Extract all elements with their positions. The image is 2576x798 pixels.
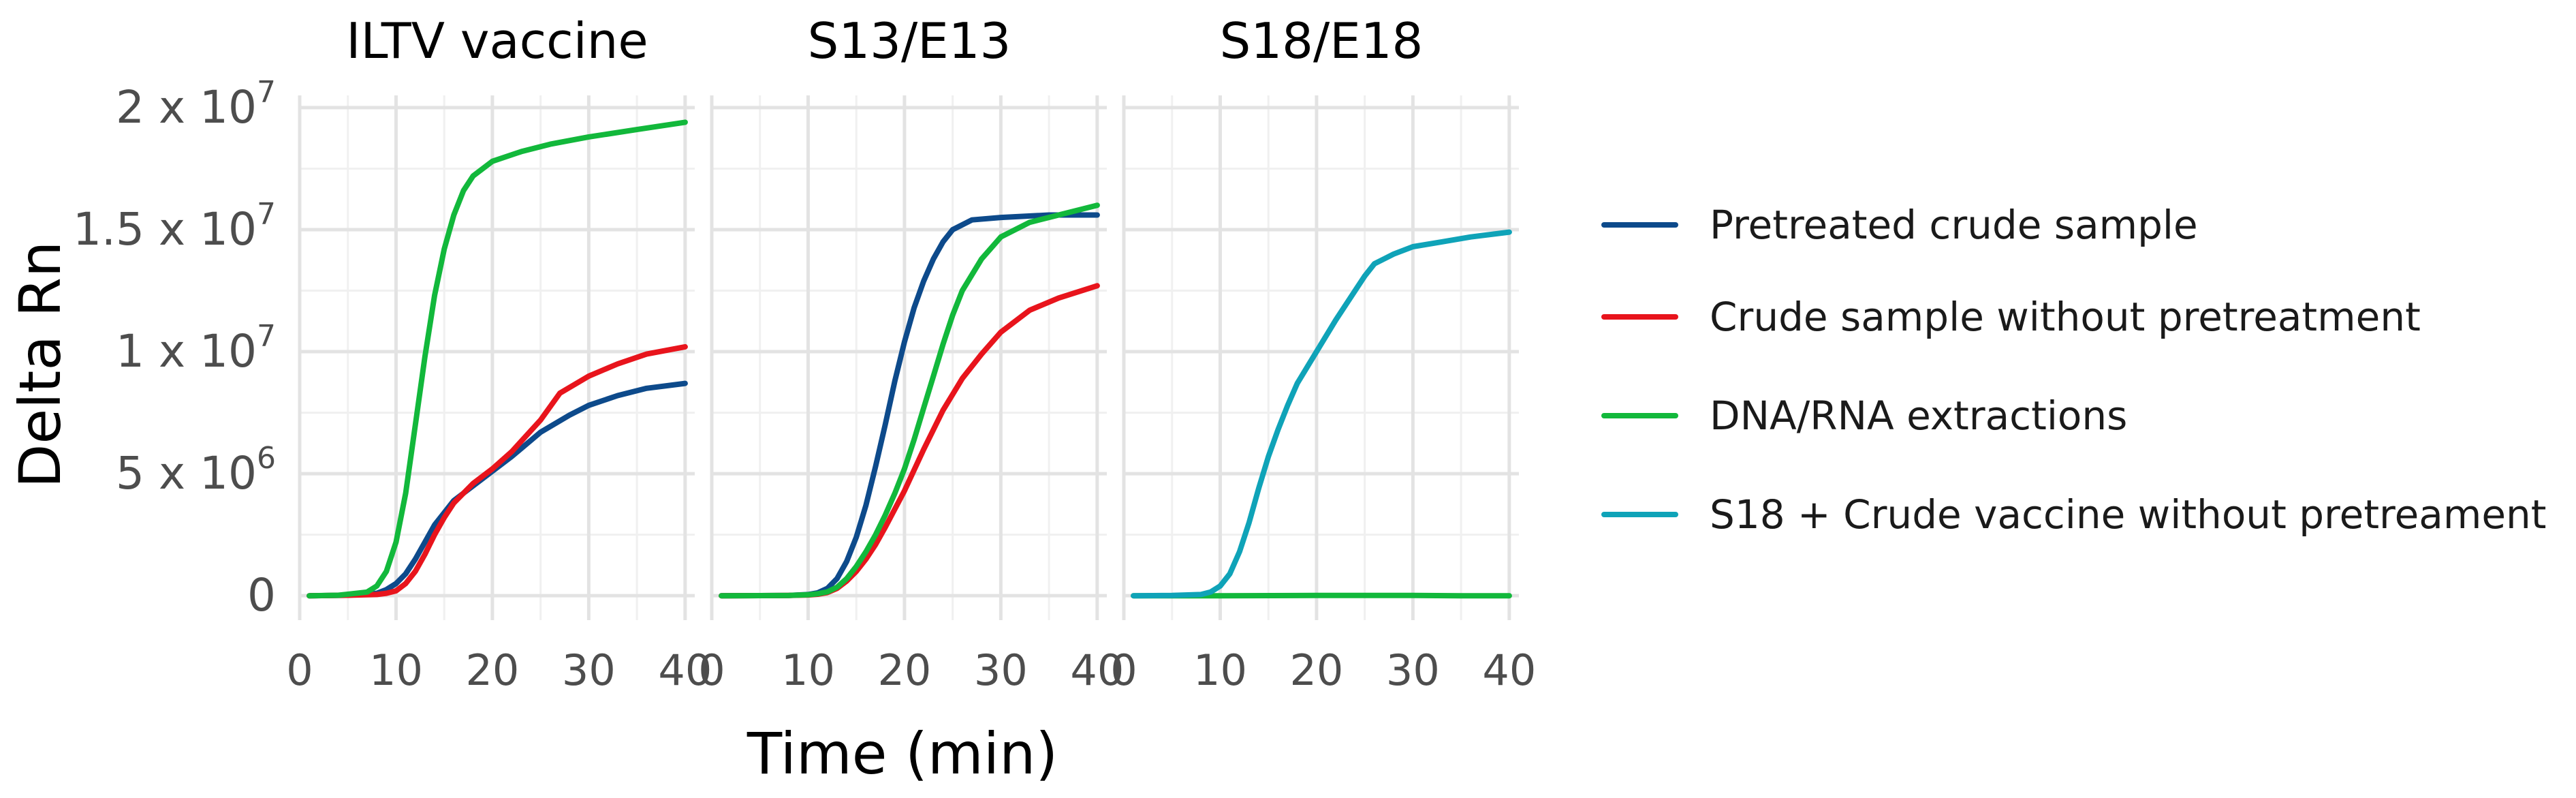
panel-2: S18/E18 0 10 20 30 40 [1110,12,1536,695]
panel-1: S13/E13 0 10 20 30 40 [698,12,1124,695]
series-line-crude [307,343,688,599]
legend-label-crude: Crude sample without pretreatment [1710,294,2421,340]
panel-title: ILTV vaccine [346,12,648,70]
series-line-extraction [719,202,1100,599]
x-tick-label: 20 [1289,645,1343,695]
x-tick-label: 10 [369,645,423,695]
series-line-s18crude [1131,229,1512,599]
legend-label-extraction: DNA/RNA extractions [1710,393,2127,439]
legend-label-s18crude: S18 + Crude vaccine without pretreament [1710,491,2547,538]
x-tick-label: 40 [1070,645,1124,695]
legend: Pretreated crude sample Crude sample with… [1601,202,2547,538]
x-tick-label: 0 [1110,645,1137,695]
x-tick-label: 20 [465,645,519,695]
x-tick-label: 0 [698,645,725,695]
x-tick-label: 30 [562,645,616,695]
x-tick-label: 40 [1482,645,1536,695]
y-tick-label: 1 x 107 [116,319,276,378]
y-tick-label: 1.5 x 107 [73,197,276,256]
panel-title: S18/E18 [1220,12,1424,70]
x-tick-label: 20 [877,645,931,695]
x-tick-label: 10 [1193,645,1247,695]
x-tick-label: 10 [781,645,835,695]
y-tick-label: 2 x 107 [116,75,276,134]
x-tick-label: 40 [658,645,712,695]
y-tick-label: 5 x 106 [116,441,276,500]
x-tick-label: 30 [974,645,1028,695]
y-tick-label: 0 [247,569,276,621]
y-axis: 0 5 x 106 1 x 107 1.5 x 107 2 x 107 [73,75,276,621]
series-line-extraction [307,119,688,599]
x-tick-label: 0 [286,645,313,695]
panel-title: S13/E13 [808,12,1011,70]
panel-0: ILTV vaccine 0 10 20 30 40 [286,12,712,695]
y-axis-title: Delta Rn [7,241,74,488]
legend-label-pretreated: Pretreated crude sample [1710,202,2198,248]
x-axis-title: Time (min) [747,720,1058,787]
x-tick-label: 30 [1386,645,1440,695]
